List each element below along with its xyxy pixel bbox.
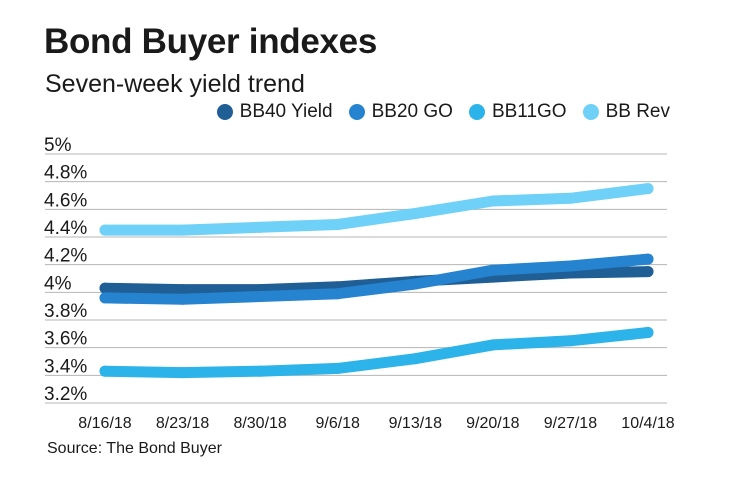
legend-label-bb40-yield: BB40 Yield — [239, 101, 333, 122]
x-axis-ticks: 8/16/18 8/23/18 8/30/18 9/6/18 9/13/18 9/20/1… — [78, 415, 674, 432]
data-point-bb-rev — [332, 219, 344, 231]
x-tick-label: 8/16/18 — [78, 415, 131, 432]
data-point-bb-rev — [564, 192, 576, 204]
series-line-bb20-go — [99, 253, 654, 305]
data-point-bb20-go — [99, 292, 111, 304]
data-point-bb11go — [409, 353, 421, 365]
data-point-bb11go — [99, 365, 111, 377]
legend-label-bb-rev: BB Rev — [605, 101, 670, 122]
y-tick-label: 5% — [44, 135, 72, 156]
data-point-bb11go — [332, 362, 344, 374]
data-point-bb11go — [254, 365, 266, 377]
legend-label-bb20-go: BB20 GO — [371, 101, 453, 122]
data-point-bb40-yield — [642, 266, 654, 278]
data-point-bb11go — [564, 335, 576, 347]
legend-item-bb11go: BB11GO — [468, 101, 567, 123]
data-point-bb20-go — [254, 290, 266, 302]
data-point-bb11go — [177, 367, 189, 379]
x-tick-label: 8/23/18 — [156, 415, 209, 432]
y-tick-label: 4.6% — [44, 190, 87, 211]
legend-swatch-bb20-go — [348, 104, 365, 120]
data-point-bb20-go — [487, 264, 499, 276]
data-point-bb-rev — [177, 224, 189, 236]
data-point-bb20-go — [409, 278, 421, 290]
x-tick-label: 9/13/18 — [389, 415, 442, 432]
data-point-bb-rev — [642, 183, 654, 195]
data-point-bb40-yield — [99, 282, 111, 294]
data-point-bb-rev — [487, 195, 499, 207]
legend-item-bb40-yield: BB40 Yield — [216, 101, 333, 123]
legend-swatch-bb40-yield — [216, 104, 233, 120]
chart-subtitle: Seven-week yield trend — [45, 70, 305, 98]
y-tick-label: 3.2% — [44, 384, 87, 405]
x-tick-label: 9/20/18 — [466, 415, 519, 432]
y-tick-label: 4.4% — [44, 218, 87, 239]
legend-item-bb20-go: BB20 GO — [348, 101, 453, 123]
x-tick-label: 9/27/18 — [544, 415, 597, 432]
chart-title: Bond Buyer indexes — [44, 22, 378, 61]
y-tick-label: 3.4% — [44, 356, 87, 377]
legend-label-bb11go: BB11GO — [491, 101, 567, 122]
data-point-bb20-go — [177, 293, 189, 305]
y-axis-ticks: 5% 4.8% 4.6% 4.4% 4.2% 4% 3.8% 3.6% 3.4% 3.2% — [44, 135, 87, 405]
legend-swatch-bb11go — [468, 104, 485, 120]
series-lines — [99, 183, 654, 379]
data-point-bb-rev — [99, 224, 111, 236]
data-point-bb-rev — [254, 221, 266, 233]
y-tick-label: 4% — [44, 273, 72, 294]
legend-swatch-bb-rev — [582, 104, 599, 120]
data-point-bb40-yield — [177, 284, 189, 296]
data-point-bb-rev — [409, 207, 421, 219]
y-tick-label: 4.2% — [44, 246, 87, 267]
y-tick-label: 3.8% — [44, 301, 87, 322]
x-tick-label: 8/30/18 — [233, 415, 286, 432]
data-point-bb20-go — [642, 253, 654, 265]
series-line-bb11go — [99, 327, 654, 379]
data-point-bb20-go — [332, 288, 344, 300]
y-tick-label: 4.8% — [44, 163, 87, 184]
chart-legend: BB40 Yield BB20 GO BB11GO BB Rev — [201, 101, 670, 123]
x-tick-label: 10/4/18 — [621, 415, 674, 432]
legend-item-bb-rev: BB Rev — [582, 101, 670, 123]
source-note: Source: The Bond Buyer — [47, 440, 222, 457]
data-point-bb20-go — [564, 260, 576, 272]
data-point-bb11go — [487, 339, 499, 351]
data-point-bb11go — [642, 326, 654, 338]
y-tick-label: 3.6% — [44, 329, 87, 350]
x-tick-label: 9/6/18 — [315, 415, 360, 432]
series-line-bb-rev — [99, 183, 654, 236]
